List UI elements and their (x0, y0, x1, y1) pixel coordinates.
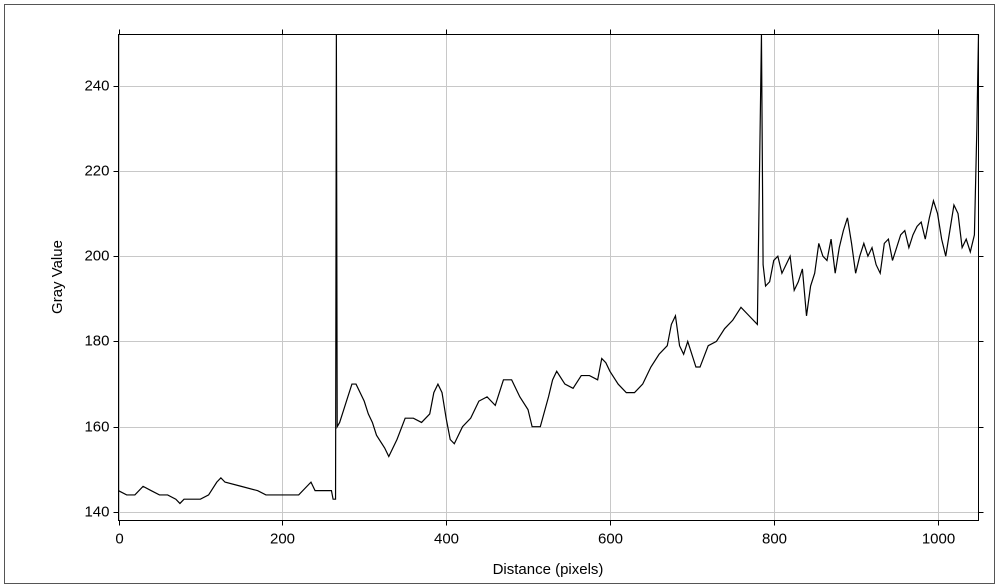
x-tick-label: 200 (270, 530, 295, 547)
y-tick-label: 220 (84, 162, 109, 179)
axes-box (118, 34, 979, 521)
grid (118, 34, 979, 521)
y-tick-label: 200 (84, 247, 109, 264)
plot-area (118, 34, 980, 505)
y-tick-label: 180 (84, 332, 109, 349)
x-tick-label: 800 (762, 530, 787, 547)
x-tick-label: 0 (115, 530, 123, 547)
frame (4, 4, 995, 584)
x-tick-label: 1000 (922, 530, 955, 547)
y-tick-label: 160 (84, 418, 109, 435)
x-tick-label: 600 (598, 530, 623, 547)
x-tick-label: 400 (434, 530, 459, 547)
y-tick-label: 140 (84, 503, 109, 520)
y-tick-label: 240 (84, 77, 109, 94)
x-axis-title: Distance (pixels) (493, 561, 604, 578)
profile-line (118, 34, 980, 505)
y-axis-title: Gray Value (49, 240, 66, 314)
